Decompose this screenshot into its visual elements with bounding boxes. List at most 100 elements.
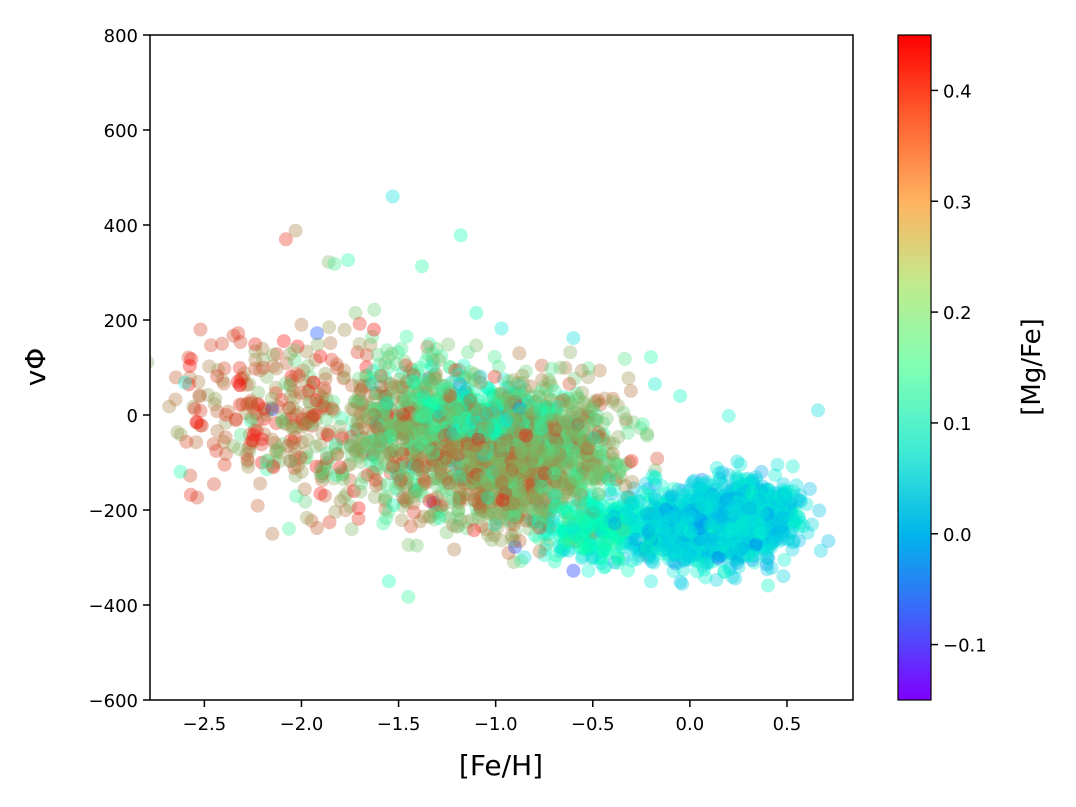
scatter-point (762, 532, 777, 547)
scatter-point (691, 490, 706, 505)
scatter-point (566, 563, 581, 578)
scatter-point (621, 371, 636, 386)
scatter-point (616, 551, 631, 566)
scatter-point (756, 542, 771, 557)
scatter-point (720, 496, 735, 511)
scatter-point (614, 460, 629, 475)
scatter-point (609, 502, 624, 517)
scatter-point (684, 519, 699, 534)
scatter-point (691, 490, 706, 505)
scatter-point (571, 518, 586, 533)
scatter-point (217, 361, 232, 376)
scatter-point (767, 511, 782, 525)
scatter-point (555, 421, 569, 436)
scatter-point (428, 456, 443, 471)
scatter-point (502, 513, 517, 528)
scatter-point (411, 459, 426, 474)
scatter-point (557, 535, 572, 550)
scatter-point (471, 427, 486, 442)
scatter-point (511, 473, 526, 488)
scatter-point (315, 426, 330, 441)
scatter-point (346, 402, 361, 417)
scatter-point (512, 496, 526, 511)
scatter-point (485, 422, 500, 437)
scatter-point (445, 374, 460, 389)
scatter-point (661, 492, 676, 507)
scatter-point (458, 471, 473, 486)
scatter-point (741, 519, 756, 534)
scatter-point (759, 525, 774, 540)
scatter-point (463, 402, 478, 416)
scatter-point (653, 523, 668, 538)
scatter-point (294, 317, 309, 332)
scatter-point (329, 357, 344, 372)
colorbar-tick-label: 0.4 (943, 81, 972, 102)
scatter-point (688, 510, 703, 525)
scatter-point (721, 491, 736, 505)
scatter-point (659, 529, 674, 544)
scatter-point (282, 521, 296, 536)
scatter-point (491, 394, 506, 409)
scatter-point (243, 436, 258, 451)
scatter-point (754, 506, 769, 521)
scatter-point (652, 518, 667, 533)
scatter-point (611, 430, 626, 444)
y-axis-label: vΦ (19, 348, 52, 387)
scatter-point (433, 503, 448, 518)
scatter-point (525, 455, 540, 470)
scatter-point (776, 569, 791, 584)
scatter-point (437, 424, 452, 439)
scatter-point (741, 527, 756, 542)
y-tick-label: 400 (104, 216, 138, 237)
scatter-point (496, 455, 511, 470)
scatter-point (506, 453, 520, 468)
scatter-point (337, 490, 351, 505)
scatter-point (245, 433, 260, 448)
scatter-point (793, 494, 808, 509)
scatter-point (742, 489, 757, 504)
scatter-point (708, 519, 723, 534)
scatter-point (407, 505, 421, 520)
scatter-point (503, 410, 518, 425)
scatter-points (150, 189, 836, 604)
scatter-point (469, 305, 484, 320)
scatter-point (447, 542, 462, 557)
scatter-point (299, 344, 314, 359)
scatter-point (429, 434, 444, 448)
scatter-point (499, 414, 513, 429)
scatter-point (672, 531, 687, 545)
scatter-point (512, 346, 527, 361)
scatter-point (723, 514, 738, 529)
scatter-point (734, 513, 749, 528)
scatter-point (484, 532, 499, 547)
y-tick-label: 600 (104, 121, 138, 142)
scatter-point (435, 381, 450, 396)
scatter-point (448, 401, 463, 416)
scatter-point (592, 363, 607, 378)
scatter-point (558, 431, 573, 446)
scatter-point (650, 515, 665, 530)
scatter-point (296, 363, 311, 378)
scatter-point (354, 383, 369, 398)
scatter-point (243, 395, 258, 410)
scatter-point (476, 453, 491, 467)
scatter-point (641, 523, 656, 538)
scatter-point (673, 389, 688, 403)
scatter-point (473, 446, 488, 460)
scatter-point (604, 463, 619, 478)
scatter-point (575, 521, 590, 536)
scatter-point (626, 526, 641, 541)
scatter-point (484, 399, 499, 413)
y-tick-label: −200 (89, 501, 138, 522)
scatter-point (781, 502, 796, 517)
scatter-point (218, 415, 233, 430)
scatter-point (372, 477, 387, 491)
scatter-point (534, 479, 549, 494)
scatter-point (586, 506, 601, 521)
x-axis-ticks: −2.5 −2.0 −1.5 −1.0 −0.5 0.0 0.5 (183, 700, 801, 735)
scatter-point (547, 402, 562, 417)
scatter-point (376, 516, 391, 531)
scatter-point (381, 574, 396, 589)
scatter-point (466, 414, 480, 429)
scatter-point (672, 509, 687, 524)
